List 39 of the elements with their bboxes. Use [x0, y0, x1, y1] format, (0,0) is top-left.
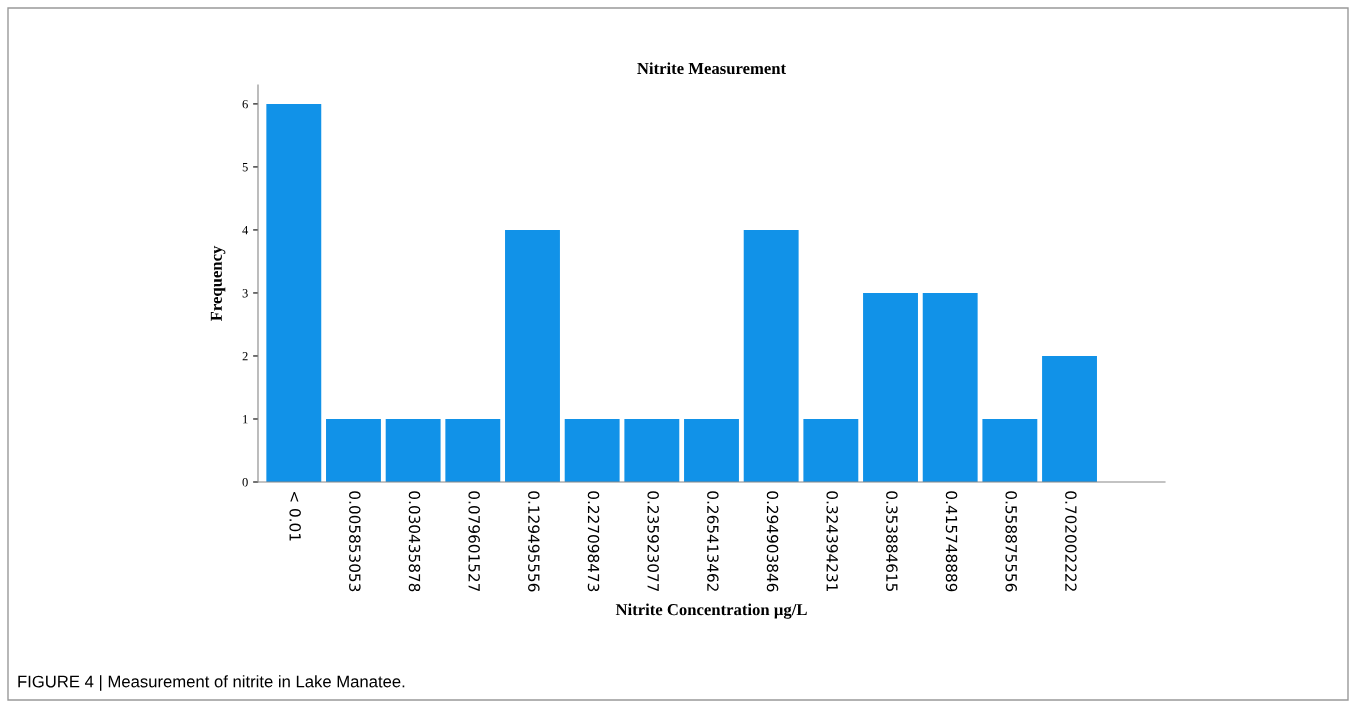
y-tick-label: 5 — [242, 163, 248, 172]
bar — [743, 229, 799, 482]
y-tick-label: 1 — [243, 415, 248, 424]
x-tick-label: 0.235923077 — [647, 491, 659, 592]
x-tick-label: 0.005853053 — [349, 491, 361, 592]
x-tick-label: 0.324394231 — [826, 491, 838, 591]
bar — [624, 418, 680, 482]
x-tick-label: 0.030435878 — [408, 491, 421, 592]
bar — [803, 418, 859, 482]
x-tick-label: 0.294903846 — [766, 491, 779, 592]
bar — [385, 418, 441, 482]
x-tick-label: 0.415748889 — [945, 491, 958, 592]
y-tick-label: 3 — [242, 289, 248, 298]
x-tick-label: 0.227098473 — [587, 491, 600, 592]
y-tick-label: 6 — [242, 99, 248, 109]
x-tick-label: 0.129495556 — [528, 491, 540, 592]
x-tick-label: 0.702002222 — [1065, 491, 1077, 591]
x-tick-label: 0.265413462 — [707, 491, 719, 591]
y-axis-title: Frequency — [210, 245, 226, 322]
chart-title: Nitrite Measurement — [637, 62, 787, 75]
caption: FIGURE 4 | Measurement of nitrite in Lake Manatee. — [18, 675, 405, 691]
bar — [564, 418, 620, 482]
x-axis-title: Nitrite Concentration µg/L — [615, 603, 807, 619]
bar — [326, 418, 381, 482]
y-tick-label: 2 — [242, 352, 248, 361]
x-tick-label: 0.079601527 — [468, 491, 480, 592]
bar — [922, 292, 978, 482]
x-tick-label: < 0.01 — [289, 491, 301, 541]
y-tick-label: 0 — [242, 478, 248, 487]
bar — [982, 418, 1038, 482]
x-tick-label: 0.558875556 — [1005, 491, 1017, 592]
bar — [505, 229, 560, 482]
bar — [445, 418, 501, 482]
bar — [684, 418, 739, 482]
bar — [863, 292, 918, 482]
x-tick-label: 0.353884615 — [886, 491, 898, 592]
y-tick-label: 4 — [242, 226, 249, 235]
bar — [1042, 355, 1097, 482]
bar — [266, 103, 322, 482]
